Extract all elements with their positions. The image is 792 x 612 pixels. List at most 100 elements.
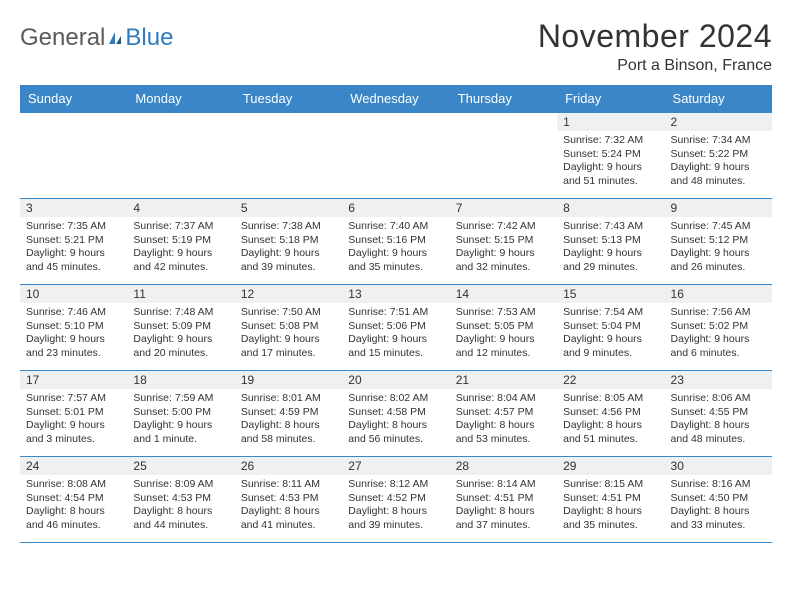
day-details: Sunrise: 8:01 AMSunset: 4:59 PMDaylight:… — [235, 389, 342, 449]
daylight-text: Daylight: 9 hours and 12 minutes. — [456, 333, 551, 360]
calendar-day-cell: 25Sunrise: 8:09 AMSunset: 4:53 PMDayligh… — [127, 457, 234, 543]
sunrise-text: Sunrise: 7:59 AM — [133, 392, 228, 406]
day-details: Sunrise: 7:53 AMSunset: 5:05 PMDaylight:… — [450, 303, 557, 363]
day-number: 7 — [450, 199, 557, 217]
day-number: 19 — [235, 371, 342, 389]
daylight-text: Daylight: 8 hours and 48 minutes. — [671, 419, 766, 446]
calendar-body: ..........1Sunrise: 7:32 AMSunset: 5:24 … — [20, 113, 772, 543]
calendar-week-row: 3Sunrise: 7:35 AMSunset: 5:21 PMDaylight… — [20, 199, 772, 285]
day-details: Sunrise: 7:51 AMSunset: 5:06 PMDaylight:… — [342, 303, 449, 363]
daylight-text: Daylight: 9 hours and 6 minutes. — [671, 333, 766, 360]
calendar-day-cell: 16Sunrise: 7:56 AMSunset: 5:02 PMDayligh… — [665, 285, 772, 371]
sunrise-text: Sunrise: 7:53 AM — [456, 306, 551, 320]
sunrise-text: Sunrise: 7:46 AM — [26, 306, 121, 320]
day-details: Sunrise: 7:57 AMSunset: 5:01 PMDaylight:… — [20, 389, 127, 449]
day-details: Sunrise: 8:04 AMSunset: 4:57 PMDaylight:… — [450, 389, 557, 449]
sunrise-text: Sunrise: 7:45 AM — [671, 220, 766, 234]
daylight-text: Daylight: 8 hours and 33 minutes. — [671, 505, 766, 532]
sunset-text: Sunset: 5:19 PM — [133, 234, 228, 248]
daylight-text: Daylight: 8 hours and 39 minutes. — [348, 505, 443, 532]
sunrise-text: Sunrise: 7:40 AM — [348, 220, 443, 234]
day-details: Sunrise: 8:11 AMSunset: 4:53 PMDaylight:… — [235, 475, 342, 535]
sunset-text: Sunset: 5:06 PM — [348, 320, 443, 334]
calendar-day-cell: 10Sunrise: 7:46 AMSunset: 5:10 PMDayligh… — [20, 285, 127, 371]
day-number: 9 — [665, 199, 772, 217]
sunrise-text: Sunrise: 8:01 AM — [241, 392, 336, 406]
logo-text-general: General — [20, 24, 105, 52]
daylight-text: Daylight: 8 hours and 37 minutes. — [456, 505, 551, 532]
sunset-text: Sunset: 4:53 PM — [241, 492, 336, 506]
sunrise-text: Sunrise: 8:09 AM — [133, 478, 228, 492]
day-details: Sunrise: 7:45 AMSunset: 5:12 PMDaylight:… — [665, 217, 772, 277]
day-details: Sunrise: 7:59 AMSunset: 5:00 PMDaylight:… — [127, 389, 234, 449]
sunset-text: Sunset: 5:13 PM — [563, 234, 658, 248]
calendar-day-cell: 11Sunrise: 7:48 AMSunset: 5:09 PMDayligh… — [127, 285, 234, 371]
day-details: Sunrise: 8:14 AMSunset: 4:51 PMDaylight:… — [450, 475, 557, 535]
daylight-text: Daylight: 9 hours and 3 minutes. — [26, 419, 121, 446]
sunset-text: Sunset: 5:04 PM — [563, 320, 658, 334]
calendar-day-cell: .. — [450, 113, 557, 199]
calendar-day-cell: 29Sunrise: 8:15 AMSunset: 4:51 PMDayligh… — [557, 457, 664, 543]
calendar-day-cell: .. — [235, 113, 342, 199]
daylight-text: Daylight: 8 hours and 51 minutes. — [563, 419, 658, 446]
sunrise-text: Sunrise: 7:35 AM — [26, 220, 121, 234]
sunrise-text: Sunrise: 7:43 AM — [563, 220, 658, 234]
day-number: 23 — [665, 371, 772, 389]
calendar-page: General Blue November 2024 Port a Binson… — [0, 0, 792, 553]
sunrise-text: Sunrise: 7:54 AM — [563, 306, 658, 320]
daylight-text: Daylight: 9 hours and 42 minutes. — [133, 247, 228, 274]
sunrise-text: Sunrise: 8:04 AM — [456, 392, 551, 406]
calendar-table: SundayMondayTuesdayWednesdayThursdayFrid… — [20, 85, 772, 543]
day-number: 13 — [342, 285, 449, 303]
day-details: Sunrise: 8:12 AMSunset: 4:52 PMDaylight:… — [342, 475, 449, 535]
sunset-text: Sunset: 5:16 PM — [348, 234, 443, 248]
daylight-text: Daylight: 8 hours and 56 minutes. — [348, 419, 443, 446]
calendar-day-cell: 14Sunrise: 7:53 AMSunset: 5:05 PMDayligh… — [450, 285, 557, 371]
sunset-text: Sunset: 5:15 PM — [456, 234, 551, 248]
calendar-day-cell: 17Sunrise: 7:57 AMSunset: 5:01 PMDayligh… — [20, 371, 127, 457]
day-number: 28 — [450, 457, 557, 475]
sunrise-text: Sunrise: 7:57 AM — [26, 392, 121, 406]
sunrise-text: Sunrise: 7:50 AM — [241, 306, 336, 320]
day-number: 8 — [557, 199, 664, 217]
day-number: 30 — [665, 457, 772, 475]
calendar-day-cell: 24Sunrise: 8:08 AMSunset: 4:54 PMDayligh… — [20, 457, 127, 543]
sunset-text: Sunset: 4:56 PM — [563, 406, 658, 420]
sunset-text: Sunset: 4:51 PM — [563, 492, 658, 506]
calendar-day-cell: 20Sunrise: 8:02 AMSunset: 4:58 PMDayligh… — [342, 371, 449, 457]
sunrise-text: Sunrise: 7:32 AM — [563, 134, 658, 148]
day-number: 22 — [557, 371, 664, 389]
day-number: 16 — [665, 285, 772, 303]
sunset-text: Sunset: 5:18 PM — [241, 234, 336, 248]
day-number: 20 — [342, 371, 449, 389]
title-block: November 2024 Port a Binson, France — [538, 18, 772, 75]
calendar-day-cell: 23Sunrise: 8:06 AMSunset: 4:55 PMDayligh… — [665, 371, 772, 457]
day-details: Sunrise: 7:56 AMSunset: 5:02 PMDaylight:… — [665, 303, 772, 363]
sunset-text: Sunset: 5:10 PM — [26, 320, 121, 334]
daylight-text: Daylight: 9 hours and 17 minutes. — [241, 333, 336, 360]
sunrise-text: Sunrise: 8:16 AM — [671, 478, 766, 492]
day-number: 11 — [127, 285, 234, 303]
calendar-day-cell: 1Sunrise: 7:32 AMSunset: 5:24 PMDaylight… — [557, 113, 664, 199]
daylight-text: Daylight: 8 hours and 58 minutes. — [241, 419, 336, 446]
day-details: Sunrise: 8:15 AMSunset: 4:51 PMDaylight:… — [557, 475, 664, 535]
sunset-text: Sunset: 4:57 PM — [456, 406, 551, 420]
day-number: 5 — [235, 199, 342, 217]
sunset-text: Sunset: 4:53 PM — [133, 492, 228, 506]
calendar-day-cell: 19Sunrise: 8:01 AMSunset: 4:59 PMDayligh… — [235, 371, 342, 457]
day-details: Sunrise: 7:42 AMSunset: 5:15 PMDaylight:… — [450, 217, 557, 277]
day-details: Sunrise: 8:05 AMSunset: 4:56 PMDaylight:… — [557, 389, 664, 449]
weekday-header: Monday — [127, 85, 234, 113]
calendar-day-cell: 21Sunrise: 8:04 AMSunset: 4:57 PMDayligh… — [450, 371, 557, 457]
logo: General Blue — [20, 18, 173, 52]
calendar-day-cell: 26Sunrise: 8:11 AMSunset: 4:53 PMDayligh… — [235, 457, 342, 543]
day-number: 6 — [342, 199, 449, 217]
daylight-text: Daylight: 8 hours and 35 minutes. — [563, 505, 658, 532]
day-details: Sunrise: 7:37 AMSunset: 5:19 PMDaylight:… — [127, 217, 234, 277]
sunset-text: Sunset: 5:01 PM — [26, 406, 121, 420]
calendar-week-row: 24Sunrise: 8:08 AMSunset: 4:54 PMDayligh… — [20, 457, 772, 543]
daylight-text: Daylight: 9 hours and 39 minutes. — [241, 247, 336, 274]
day-details: Sunrise: 7:50 AMSunset: 5:08 PMDaylight:… — [235, 303, 342, 363]
daylight-text: Daylight: 9 hours and 1 minute. — [133, 419, 228, 446]
calendar-day-cell: 3Sunrise: 7:35 AMSunset: 5:21 PMDaylight… — [20, 199, 127, 285]
